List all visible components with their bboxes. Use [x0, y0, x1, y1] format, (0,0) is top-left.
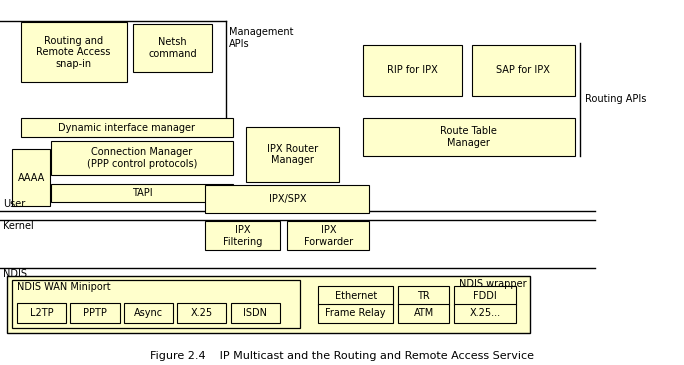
Text: RIP for IPX: RIP for IPX: [386, 65, 438, 75]
FancyBboxPatch shape: [51, 184, 233, 203]
FancyBboxPatch shape: [205, 221, 280, 250]
FancyBboxPatch shape: [51, 141, 233, 175]
FancyBboxPatch shape: [12, 149, 50, 206]
FancyBboxPatch shape: [287, 221, 369, 250]
FancyBboxPatch shape: [398, 304, 449, 323]
Text: Route Table
Manager: Route Table Manager: [440, 126, 497, 148]
Text: TAPI: TAPI: [131, 188, 153, 198]
Text: X.25: X.25: [191, 308, 213, 318]
FancyBboxPatch shape: [318, 287, 393, 306]
FancyBboxPatch shape: [454, 304, 516, 323]
Text: Connection Manager
(PPP control protocols): Connection Manager (PPP control protocol…: [87, 147, 197, 169]
Text: X.25...: X.25...: [469, 308, 501, 318]
FancyBboxPatch shape: [133, 24, 212, 72]
FancyBboxPatch shape: [17, 303, 66, 323]
FancyBboxPatch shape: [7, 276, 530, 333]
FancyBboxPatch shape: [205, 185, 369, 213]
FancyBboxPatch shape: [363, 45, 462, 96]
FancyBboxPatch shape: [318, 304, 393, 323]
Text: NDIS: NDIS: [3, 269, 27, 279]
Text: FDDI: FDDI: [473, 291, 497, 301]
Text: Routing and
Remote Access
snap-in: Routing and Remote Access snap-in: [36, 36, 111, 69]
FancyBboxPatch shape: [231, 303, 280, 323]
FancyBboxPatch shape: [12, 280, 300, 328]
FancyBboxPatch shape: [70, 303, 120, 323]
Text: Frame Relay: Frame Relay: [326, 308, 386, 318]
Text: IPX
Forwarder: IPX Forwarder: [304, 225, 353, 247]
FancyBboxPatch shape: [363, 118, 575, 156]
Text: Ethernet: Ethernet: [334, 291, 377, 301]
Text: Async: Async: [134, 308, 163, 318]
Text: ATM: ATM: [414, 308, 434, 318]
Text: Figure 2.4    IP Multicast and the Routing and Remote Access Service: Figure 2.4 IP Multicast and the Routing …: [150, 351, 534, 361]
Text: Netsh
command: Netsh command: [148, 37, 197, 59]
Text: IPX
Filtering: IPX Filtering: [223, 225, 263, 247]
Text: L2TP: L2TP: [30, 308, 53, 318]
Text: User: User: [3, 199, 25, 209]
FancyBboxPatch shape: [177, 303, 226, 323]
Text: AAAA: AAAA: [18, 173, 44, 182]
Text: IPX/SPX: IPX/SPX: [269, 194, 306, 204]
FancyBboxPatch shape: [21, 118, 233, 137]
FancyBboxPatch shape: [454, 287, 516, 306]
FancyBboxPatch shape: [21, 22, 127, 82]
Text: IPX Router
Manager: IPX Router Manager: [267, 143, 318, 165]
Text: PPTP: PPTP: [83, 308, 107, 318]
FancyBboxPatch shape: [472, 45, 575, 96]
Text: Kernel: Kernel: [3, 221, 34, 231]
Text: ISDN: ISDN: [243, 308, 267, 318]
Text: TR: TR: [417, 291, 430, 301]
FancyBboxPatch shape: [246, 127, 339, 182]
Text: Management
APIs: Management APIs: [229, 27, 293, 49]
Text: SAP for IPX: SAP for IPX: [497, 65, 550, 75]
Text: NDIS WAN Miniport: NDIS WAN Miniport: [17, 283, 111, 292]
FancyBboxPatch shape: [124, 303, 173, 323]
Text: NDIS wrapper: NDIS wrapper: [459, 279, 527, 289]
FancyBboxPatch shape: [398, 287, 449, 306]
Text: Dynamic interface manager: Dynamic interface manager: [58, 123, 195, 133]
Text: Routing APIs: Routing APIs: [585, 95, 646, 104]
